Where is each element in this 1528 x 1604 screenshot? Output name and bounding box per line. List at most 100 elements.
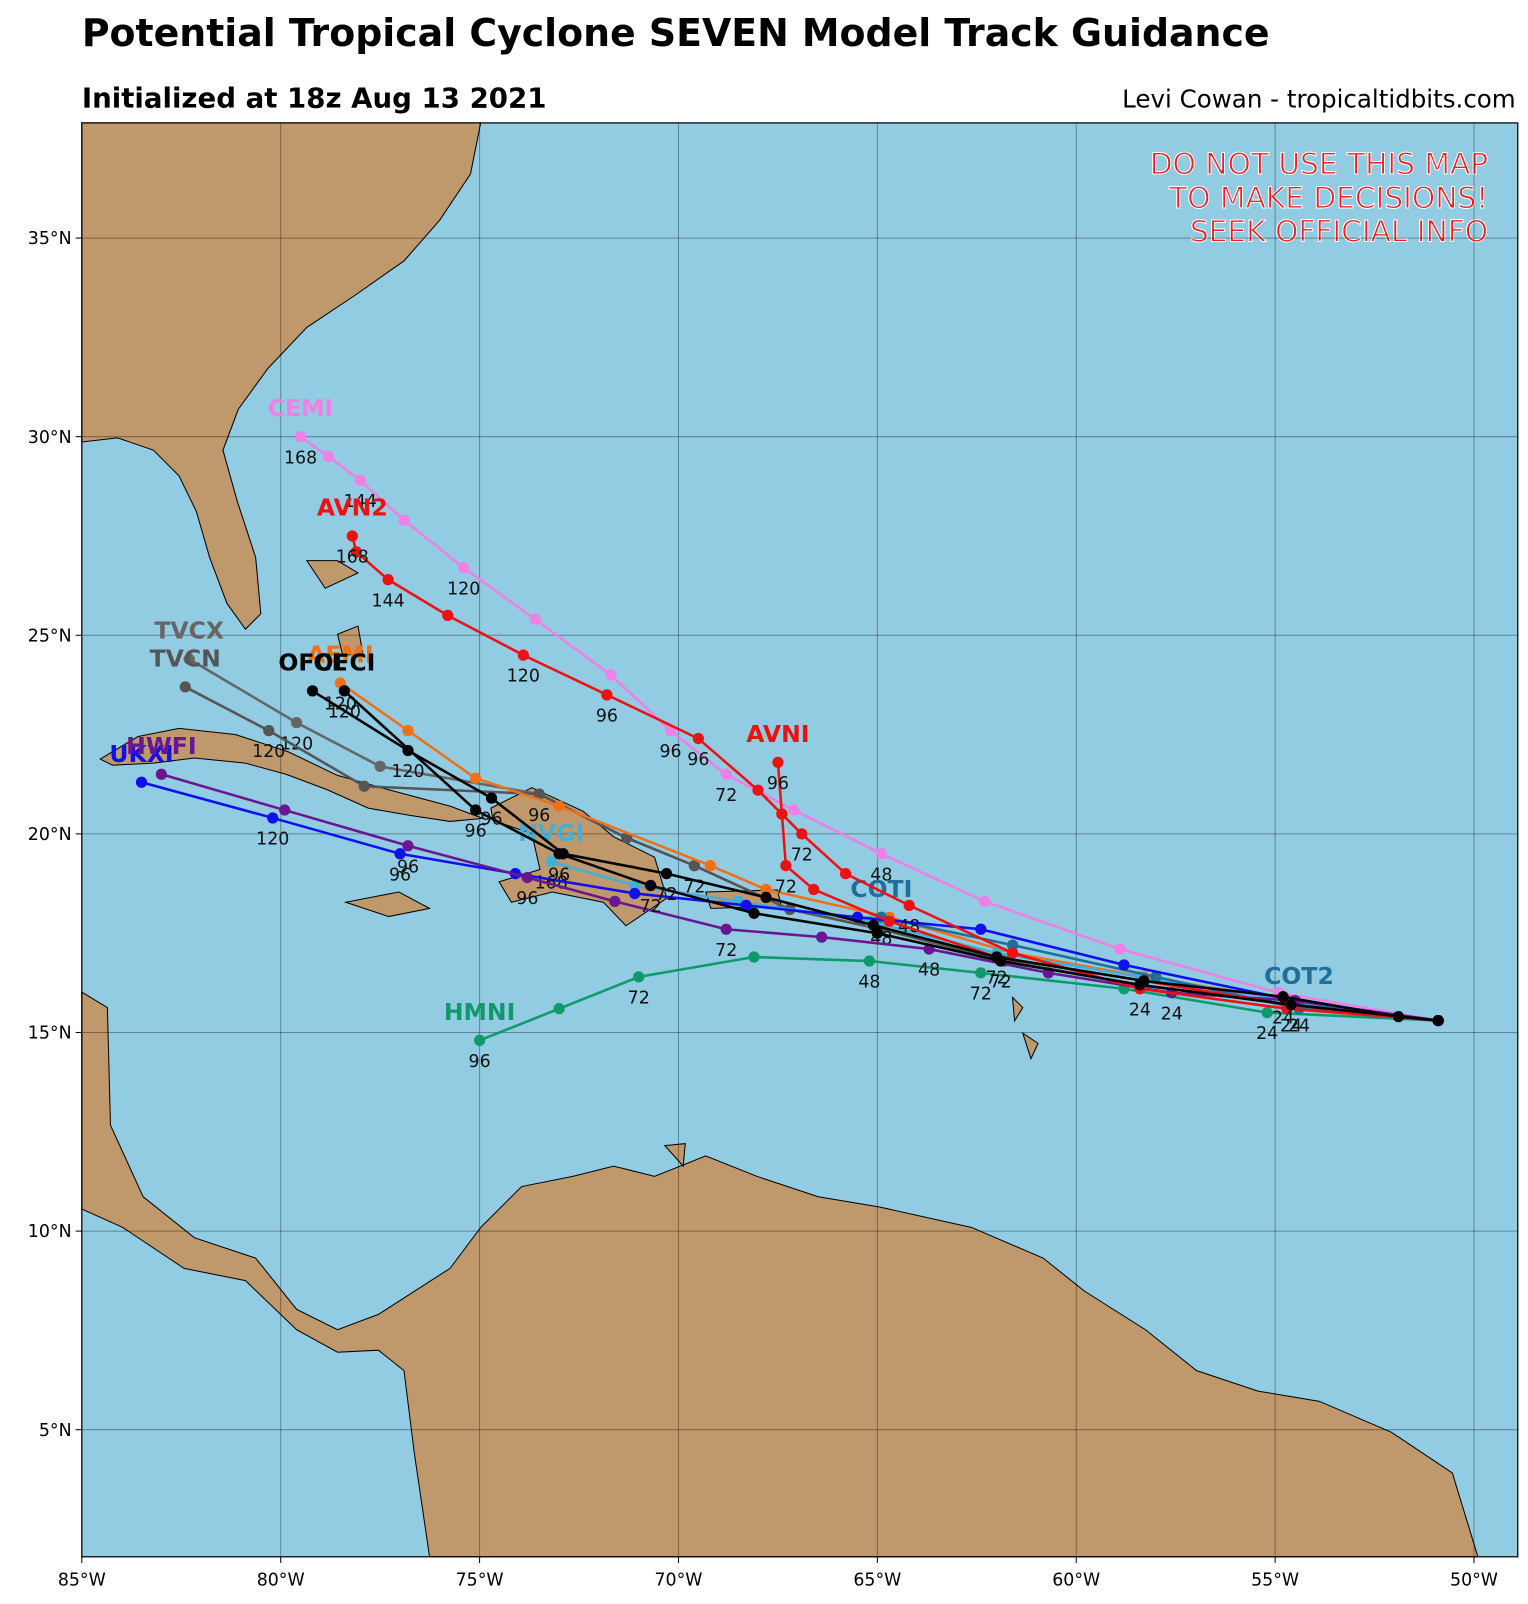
track-name: UKXI: [109, 740, 173, 768]
y-tick-label: 25°N: [28, 626, 72, 646]
hour-label: 72: [775, 877, 797, 897]
hour-label: 96: [767, 774, 789, 794]
track-point: [346, 530, 358, 542]
track-point: [179, 681, 191, 693]
track-name: COT2: [1264, 962, 1334, 990]
hour-label: 96: [548, 865, 570, 885]
track-point: [752, 784, 764, 796]
track-point: [760, 891, 772, 904]
y-tick-label: 10°N: [28, 1222, 72, 1242]
hour-label: 144: [344, 492, 377, 512]
chart-title: Potential Tropical Cyclone SEVEN Model T…: [82, 11, 1270, 55]
hour-label: 120: [447, 579, 480, 599]
hour-label: 96: [596, 706, 618, 726]
track-point: [402, 840, 414, 852]
hour-label: 24: [1129, 1000, 1151, 1020]
track-point: [903, 899, 915, 912]
track-point: [394, 848, 406, 860]
track-point: [688, 860, 701, 872]
track-point: [788, 804, 800, 816]
hour-label: 24: [1161, 1004, 1183, 1024]
track-point: [1277, 991, 1289, 1003]
x-tick-label: 60°W: [1052, 1570, 1100, 1590]
hour-label: 72: [990, 973, 1012, 993]
hour-label: 96: [687, 750, 709, 770]
x-tick-label: 50°W: [1450, 1570, 1498, 1590]
x-tick-label: 55°W: [1251, 1570, 1299, 1590]
hour-label: 72: [791, 845, 813, 865]
hour-label: 120: [280, 734, 313, 754]
y-tick-label: 15°N: [28, 1024, 72, 1044]
track-point: [398, 514, 410, 526]
track-point: [263, 724, 275, 737]
hour-label: 120: [252, 742, 285, 762]
track-point: [704, 860, 716, 872]
track-name: AVNI: [746, 720, 809, 748]
track-point: [485, 792, 498, 804]
track-point: [839, 867, 852, 880]
track-name: AVN2: [317, 494, 388, 522]
track-point: [863, 955, 876, 967]
hour-label: 96: [528, 806, 550, 826]
track-point: [979, 895, 991, 908]
track-point: [458, 562, 470, 574]
hour-label: 96: [469, 1052, 491, 1072]
track-name: AEMI: [307, 640, 373, 668]
track-name: HWFI: [126, 732, 196, 760]
track-point: [1138, 975, 1150, 987]
track-point: [692, 732, 704, 745]
x-tick-label: 65°W: [853, 1570, 901, 1590]
warning-text: DO NOT USE THIS MAP: [1150, 146, 1488, 181]
track-point: [1261, 1007, 1273, 1019]
hour-label: 48: [870, 865, 892, 885]
track-point: [473, 1034, 486, 1047]
hour-label: 72: [970, 984, 992, 1004]
warning-text: TO MAKE DECISIONS!: [1168, 180, 1488, 215]
track-point: [533, 788, 545, 800]
track-point: [183, 653, 195, 665]
x-tick-label: 75°W: [456, 1570, 504, 1590]
track-point: [883, 915, 895, 927]
track-point: [517, 649, 529, 661]
track-point: [338, 685, 350, 697]
track-point: [358, 780, 370, 792]
hour-label: 96: [389, 865, 411, 885]
hour-label: 24: [1288, 1016, 1310, 1036]
track-point: [469, 772, 482, 784]
track-point: [808, 883, 820, 896]
track-point: [645, 879, 657, 892]
y-tick-label: 30°N: [28, 428, 72, 448]
hour-label: 144: [372, 591, 405, 611]
land: [343, 891, 432, 918]
track-point: [402, 744, 414, 757]
track-point: [553, 800, 565, 812]
land: [336, 625, 364, 656]
land-layer: [81, 122, 1479, 1558]
hour-label: 168: [284, 448, 317, 468]
track-point: [748, 951, 760, 963]
track-point: [796, 828, 808, 840]
track-point: [867, 919, 880, 931]
land: [99, 727, 483, 822]
hour-label: 120: [391, 762, 424, 782]
plot-frame: [81, 122, 1519, 1558]
track-point: [816, 931, 828, 943]
hour-label: 72: [986, 969, 1008, 989]
track-name: CEMI: [268, 394, 333, 422]
track-point: [975, 923, 987, 935]
hour-label: 72: [655, 885, 677, 905]
hour-label: 72: [715, 786, 737, 806]
track-point: [521, 871, 533, 884]
hour-label: 96: [480, 810, 502, 830]
track-point: [1432, 1014, 1444, 1027]
track-point: [267, 812, 279, 824]
track-line: [161, 773, 1439, 1022]
x-tick-label: 80°W: [257, 1570, 305, 1590]
hour-label: 120: [507, 667, 540, 687]
track-point: [545, 856, 557, 868]
y-tick-label: 35°N: [28, 229, 72, 249]
track-point: [469, 804, 482, 816]
hour-label: 120: [328, 702, 361, 722]
hour-label: 24: [1272, 1008, 1294, 1028]
